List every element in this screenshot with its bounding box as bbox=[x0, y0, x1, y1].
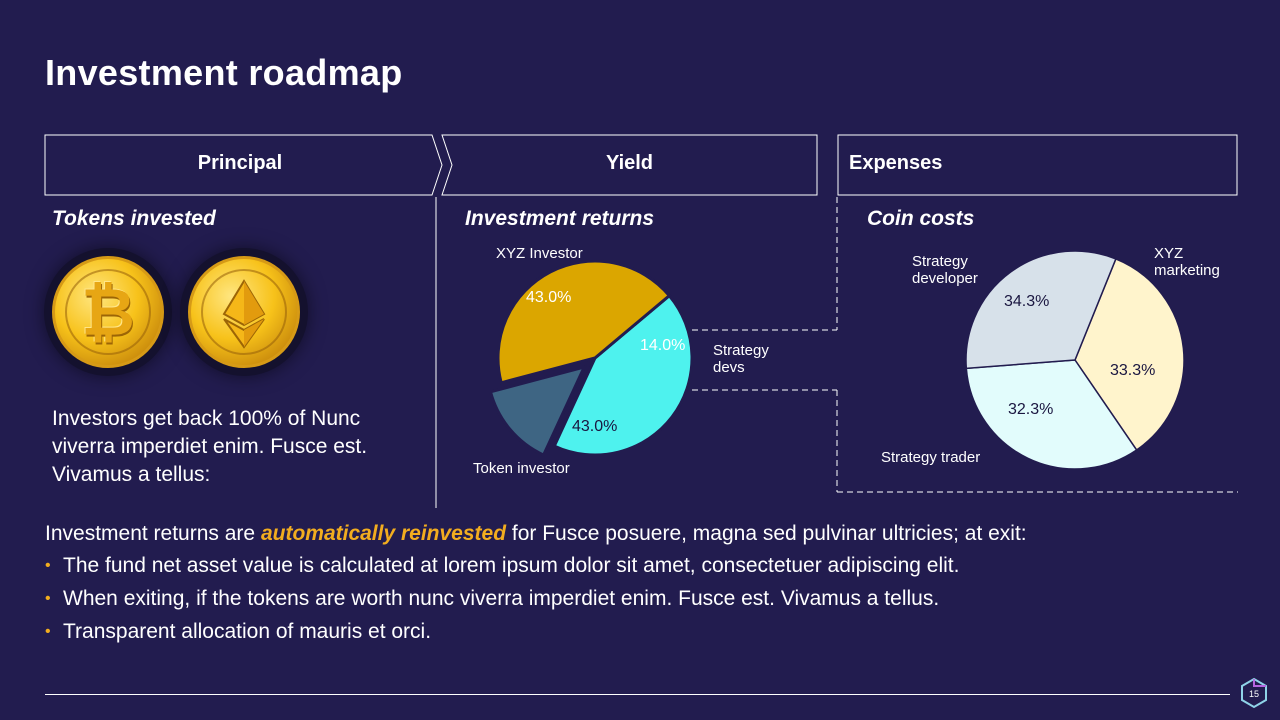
bullet-dot-icon: • bbox=[45, 623, 51, 640]
bullet-dot-icon: • bbox=[45, 557, 51, 574]
expenses-subtitle: Coin costs bbox=[867, 207, 975, 230]
pie-label-xyz-investor: XYZ Investor bbox=[496, 245, 583, 262]
yield-subtitle: Investment returns bbox=[465, 207, 655, 230]
summary-section: Investment returns are automatically rei… bbox=[45, 519, 1245, 648]
bullet-dot-icon: • bbox=[45, 590, 51, 607]
pie-label-xyz-marketing: XYZ marketing bbox=[1154, 245, 1220, 279]
bullet-text: Transparent allocation of mauris et orci… bbox=[63, 620, 432, 643]
coin-costs-pie-chart bbox=[965, 250, 1185, 470]
pie-value-xyz-marketing: 33.3% bbox=[1110, 362, 1156, 379]
yield-chevron bbox=[441, 134, 818, 196]
brand-logo-icon bbox=[1241, 677, 1267, 709]
summary-lead-text-end: for Fusce posuere, magna sed pulvinar ul… bbox=[506, 522, 1027, 545]
pie-value-xyz-investor: 43.0% bbox=[526, 289, 572, 306]
bitcoin-coin-icon: ₿ bbox=[44, 248, 172, 376]
pie-slice-strategy-developer bbox=[1074, 257, 1185, 451]
phase-yield-label: Yield bbox=[605, 152, 654, 174]
pie-value-strategy-devs: 14.0% bbox=[640, 337, 686, 354]
principal-chevron bbox=[44, 134, 443, 196]
bullet-text: The fund net asset value is calculated a… bbox=[63, 554, 960, 577]
pie-value-strategy-developer: 34.3% bbox=[1004, 293, 1050, 310]
bullet-item: • The fund net asset value is calculated … bbox=[45, 549, 1245, 582]
principal-subtitle: Tokens invested bbox=[52, 207, 216, 230]
pie-label-strategy-trader: Strategy trader bbox=[881, 449, 981, 466]
bullet-text: When exiting, if the tokens are worth nu… bbox=[63, 587, 940, 610]
pie-slice-xyz-marketing bbox=[965, 359, 1138, 470]
page-title: Investment roadmap bbox=[45, 52, 403, 93]
bullet-item: • Transparent allocation of mauris et orc… bbox=[45, 615, 1245, 648]
page-number: 15 bbox=[1248, 689, 1259, 699]
expenses-box bbox=[837, 134, 1238, 196]
pie-value-token-investor: 43.0% bbox=[572, 418, 618, 435]
pie-slice-strategy-trader bbox=[965, 250, 1117, 370]
phase-expenses-label: Expenses bbox=[849, 152, 943, 174]
pie-label-token-investor: Token investor bbox=[473, 460, 570, 477]
ethereum-coin-icon bbox=[180, 248, 308, 376]
pie-slice-strategy-devs bbox=[488, 364, 587, 458]
pie-label-strategy-developer: Strategy developer bbox=[912, 253, 978, 287]
pie-value-strategy-trader: 32.3% bbox=[1008, 401, 1054, 418]
pie-slice-token-investor bbox=[496, 259, 672, 385]
pie-slice-xyz-investor bbox=[552, 293, 694, 457]
principal-description: Investors get back 100% of Nunc viverra … bbox=[52, 407, 368, 486]
phase-principal-label: Principal bbox=[197, 152, 283, 174]
pie-label-strategy-devs: Strategy devs bbox=[713, 342, 769, 376]
summary-lead-text: Investment returns are bbox=[45, 522, 261, 545]
investment-returns-pie-chart bbox=[488, 259, 694, 458]
bullet-item: • When exiting, if the tokens are worth n… bbox=[45, 582, 1245, 615]
footer-divider bbox=[45, 694, 1230, 695]
summary-lead-emphasis: automatically reinvested bbox=[260, 522, 507, 545]
summary-lead: Investment returns are automatically rei… bbox=[45, 519, 1245, 549]
